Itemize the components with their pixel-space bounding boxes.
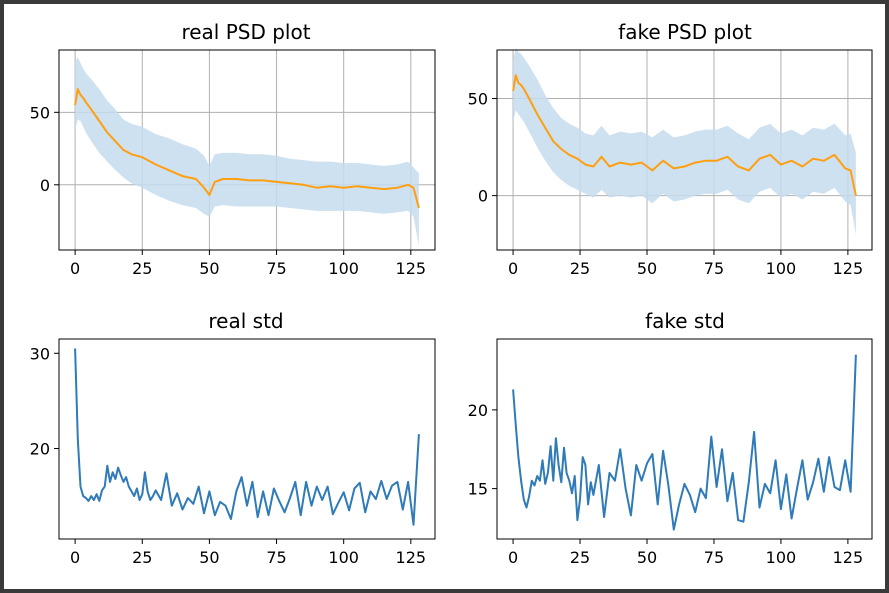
x-tick-label: 75 xyxy=(704,548,724,567)
fake-std-plot: fake std 0 25 50 75 100 125 20 15 xyxy=(468,309,873,567)
x-tick-label: 100 xyxy=(328,548,359,567)
plot-area xyxy=(512,354,857,531)
fake-psd-plot: fake PSD plot 0 25 50 75 100 125 50 0 xyxy=(468,20,873,278)
x-tick-label: 100 xyxy=(766,548,797,567)
x-tick-label: 0 xyxy=(508,259,518,278)
x-tick-label: 50 xyxy=(199,259,219,278)
x-tick-label: 50 xyxy=(637,259,657,278)
std-band xyxy=(513,48,856,235)
chart-title: real std xyxy=(208,309,283,333)
x-tick-label: 75 xyxy=(704,259,724,278)
x-tick-label: 50 xyxy=(199,548,219,567)
y-tick-label: 30 xyxy=(30,344,50,363)
x-tick-label: 100 xyxy=(766,259,797,278)
series-line xyxy=(74,88,420,209)
x-tick-label: 25 xyxy=(132,548,152,567)
x-tick-label: 75 xyxy=(266,548,286,567)
real-std-plot: real std 0 25 50 75 100 125 30 20 xyxy=(30,309,436,567)
y-tick-label: 0 xyxy=(40,176,50,195)
series-line xyxy=(512,354,857,531)
series-line xyxy=(512,74,857,196)
plot-area xyxy=(74,348,420,526)
x-tick-label: 25 xyxy=(570,259,590,278)
axes-frame xyxy=(58,338,436,540)
x-tick-label: 0 xyxy=(70,548,80,567)
axes-frame xyxy=(496,338,873,540)
y-tick-label: 20 xyxy=(468,401,488,420)
tick-labels: 0 25 50 75 100 125 20 15 xyxy=(468,401,864,567)
x-tick-label: 125 xyxy=(833,548,864,567)
tick-labels: 0 25 50 75 100 125 30 20 xyxy=(30,344,426,567)
y-tick-label: 50 xyxy=(468,90,488,109)
x-tick-label: 125 xyxy=(833,259,864,278)
real-psd-plot: real PSD plot 0 25 50 75 100 125 50 0 xyxy=(30,20,436,278)
axes-frame xyxy=(496,49,873,251)
x-tick-label: 25 xyxy=(570,548,590,567)
tick-labels: 0 25 50 75 100 125 50 0 xyxy=(468,90,864,278)
x-tick-label: 125 xyxy=(396,548,427,567)
plot-area xyxy=(74,57,420,246)
x-tick-label: 50 xyxy=(637,548,657,567)
x-tick-label: 100 xyxy=(328,259,359,278)
series-line xyxy=(74,348,420,526)
std-band xyxy=(75,57,419,246)
y-tick-label: 0 xyxy=(478,187,488,206)
chart-title: fake std xyxy=(645,309,725,333)
x-tick-label: 0 xyxy=(508,548,518,567)
x-tick-label: 75 xyxy=(266,259,286,278)
axes-frame xyxy=(58,49,436,251)
figure-background xyxy=(4,4,885,589)
x-tick-label: 125 xyxy=(396,259,427,278)
x-tick-label: 0 xyxy=(70,259,80,278)
chart-title: fake PSD plot xyxy=(618,20,752,44)
tick-labels: 0 25 50 75 100 125 50 0 xyxy=(30,103,426,278)
y-tick-label: 20 xyxy=(30,440,50,459)
plot-area xyxy=(512,48,857,235)
x-tick-label: 25 xyxy=(132,259,152,278)
y-tick-label: 50 xyxy=(30,103,50,122)
y-tick-label: 15 xyxy=(468,480,488,499)
chart-title: real PSD plot xyxy=(181,20,310,44)
